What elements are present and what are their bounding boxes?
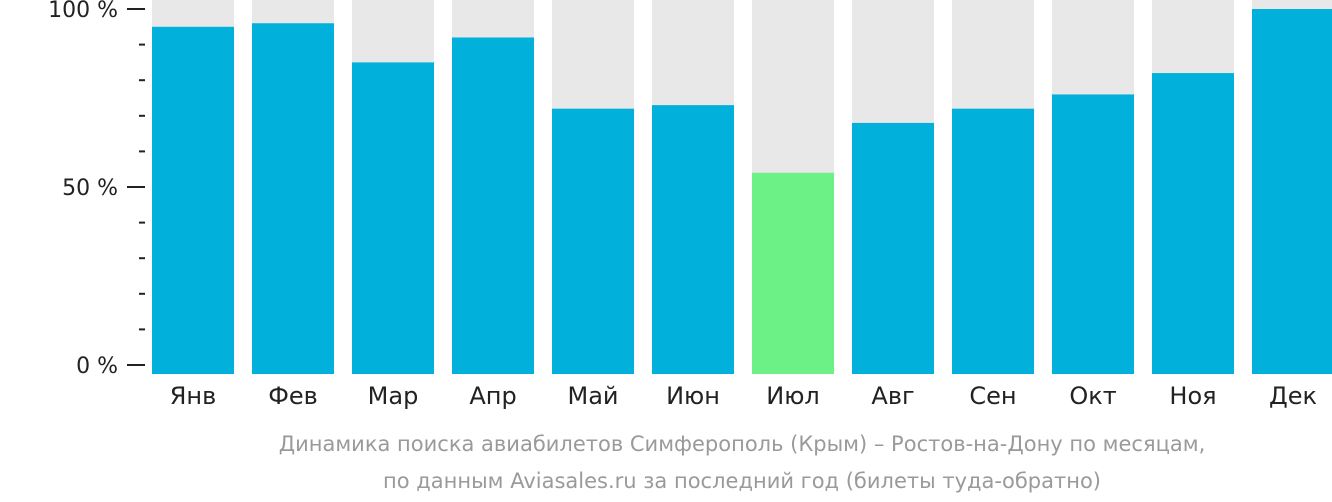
x-tick-label: Ноя (1169, 382, 1216, 410)
bar-8 (952, 108, 1034, 375)
bar-3 (452, 37, 534, 374)
y-tick-label: 100 % (48, 0, 118, 23)
x-tick-label: Янв (170, 382, 217, 410)
x-axis-labels: Янв Фев Мар Апр Май Июн Июл Авг Сен Окт Ноя Дек (170, 382, 1317, 410)
x-tick-label: Мар (368, 382, 419, 410)
chart-caption-line-2: по данным Aviasales.ru за последний год … (383, 469, 1101, 493)
x-tick-label: Фев (268, 382, 318, 410)
x-tick-label: Сен (969, 382, 1016, 410)
bar-11 (1252, 9, 1332, 374)
bar-1 (252, 23, 334, 375)
x-tick-label: Окт (1069, 382, 1116, 410)
x-tick-label: Дек (1269, 382, 1317, 410)
x-tick-label: Апр (469, 382, 516, 410)
x-tick-label: Май (567, 382, 618, 410)
x-tick-label: Июл (766, 382, 820, 410)
x-tick-label: Авг (871, 382, 914, 410)
bars (152, 9, 1332, 375)
bar-7 (852, 122, 934, 374)
bar-9 (1052, 94, 1134, 374)
x-tick-label: Июн (666, 382, 720, 410)
y-axis: 100 % 50 % 0 % (48, 0, 145, 379)
bar-5 (652, 105, 734, 375)
bar-10 (1152, 73, 1234, 374)
y-tick-label: 0 % (76, 354, 118, 379)
bar-0 (152, 26, 234, 375)
bar-2 (352, 62, 434, 375)
y-tick-label: 50 % (62, 176, 118, 201)
chart-caption-line-1: Динамика поиска авиабилетов Симферополь … (278, 432, 1206, 456)
bar-4 (552, 108, 634, 375)
bar-chart: 100 % 50 % 0 % Янв Фев Мар Апр Май Июн Июл Авг Сен… (48, 0, 1332, 410)
bar-6 (752, 172, 834, 374)
